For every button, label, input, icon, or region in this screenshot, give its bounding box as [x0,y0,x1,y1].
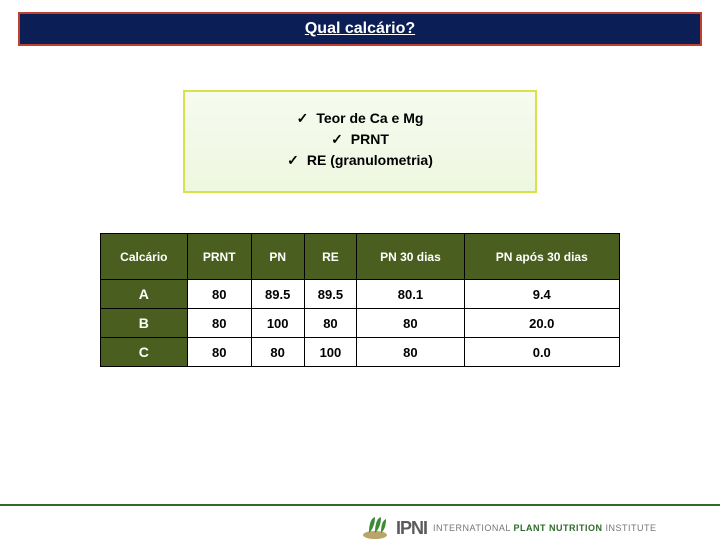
criteria-item: RE (granulometria) [203,152,517,169]
org-suffix: INSTITUTE [603,523,657,533]
criteria-item: PRNT [203,131,517,148]
col-header: PN [251,234,304,280]
col-header: PN 30 dias [357,234,464,280]
row-label: C [101,338,188,367]
col-header-text: PN após 30 dias [496,250,588,264]
col-header: RE [304,234,357,280]
ipni-logo: IPNI INTERNATIONAL PLANT NUTRITION INSTI… [360,513,657,543]
cell: 20.0 [464,309,619,338]
org-prefix: INTERNATIONAL [433,523,514,533]
cell: 100 [304,338,357,367]
criteria-item: Teor de Ca e Mg [203,110,517,127]
cell: 9.4 [464,280,619,309]
leaf-icon [360,513,390,543]
data-table: Calcário PRNT PN RE PN 30 dias PN após 3… [100,233,620,367]
table-row: B 80 100 80 80 20.0 [101,309,620,338]
cell: 89.5 [304,280,357,309]
title-text: Qual calcário? [305,20,415,37]
cell: 89.5 [251,280,304,309]
cell: 80 [187,338,251,367]
cell: 80 [251,338,304,367]
cell: 80 [357,338,464,367]
row-label: A [101,280,188,309]
col-header: Calcário [101,234,188,280]
org-short: IPNI [396,518,427,539]
table-header-row: Calcário PRNT PN RE PN 30 dias PN após 3… [101,234,620,280]
cell: 80 [187,309,251,338]
table-row: A 80 89.5 89.5 80.1 9.4 [101,280,620,309]
cell: 80 [357,309,464,338]
cell: 80 [304,309,357,338]
col-header: PRNT [187,234,251,280]
col-header: PN após 30 dias [464,234,619,280]
cell: 100 [251,309,304,338]
table-row: C 80 80 100 80 0.0 [101,338,620,367]
data-table-container: Calcário PRNT PN RE PN 30 dias PN após 3… [100,233,620,367]
footer: IPNI INTERNATIONAL PLANT NUTRITION INSTI… [0,504,720,552]
logo-text-block: IPNI [396,518,427,539]
footer-divider [0,504,720,506]
cell: 80.1 [357,280,464,309]
row-label: B [101,309,188,338]
cell: 80 [187,280,251,309]
cell: 0.0 [464,338,619,367]
org-strong: PLANT NUTRITION [514,523,603,533]
org-full: INTERNATIONAL PLANT NUTRITION INSTITUTE [433,523,657,533]
title-bar: Qual calcário? [18,12,702,46]
criteria-box: Teor de Ca e Mg PRNT RE (granulometria) [183,90,537,193]
